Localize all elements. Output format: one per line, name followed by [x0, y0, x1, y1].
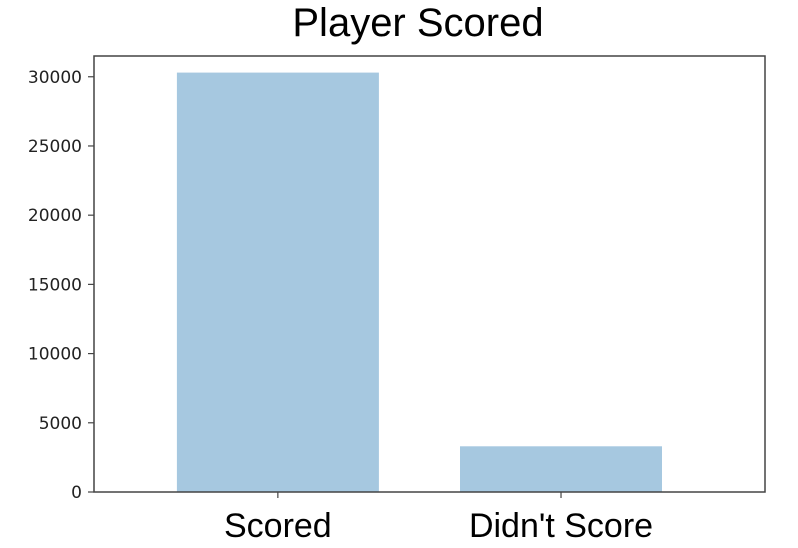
y-axis: 0 5000 10000 15000 20000 25000 30000: [28, 68, 94, 503]
x-tick-label-0: Scored: [224, 507, 332, 545]
x-tick-label-1: Didn't Score: [469, 507, 653, 545]
y-tick-label-5: 25000: [28, 137, 82, 157]
chart-title: Player Scored: [292, 1, 543, 45]
y-tick-label-0: 0: [71, 483, 82, 503]
y-tick-label-3: 15000: [28, 275, 82, 295]
y-tick-label-6: 30000: [28, 68, 82, 88]
plot-frame: [93, 55, 766, 493]
y-tick-label-4: 20000: [28, 206, 82, 226]
bars: [176, 72, 662, 492]
bar-1: [460, 446, 662, 492]
plot-area: 0 5000 10000 15000 20000 25000 30000 Scored Did…: [28, 55, 766, 545]
x-axis: Scored Didn't Score: [224, 492, 653, 545]
y-tick-label-1: 5000: [39, 414, 82, 434]
bar-0: [176, 72, 379, 492]
y-tick-label-2: 10000: [28, 345, 82, 365]
